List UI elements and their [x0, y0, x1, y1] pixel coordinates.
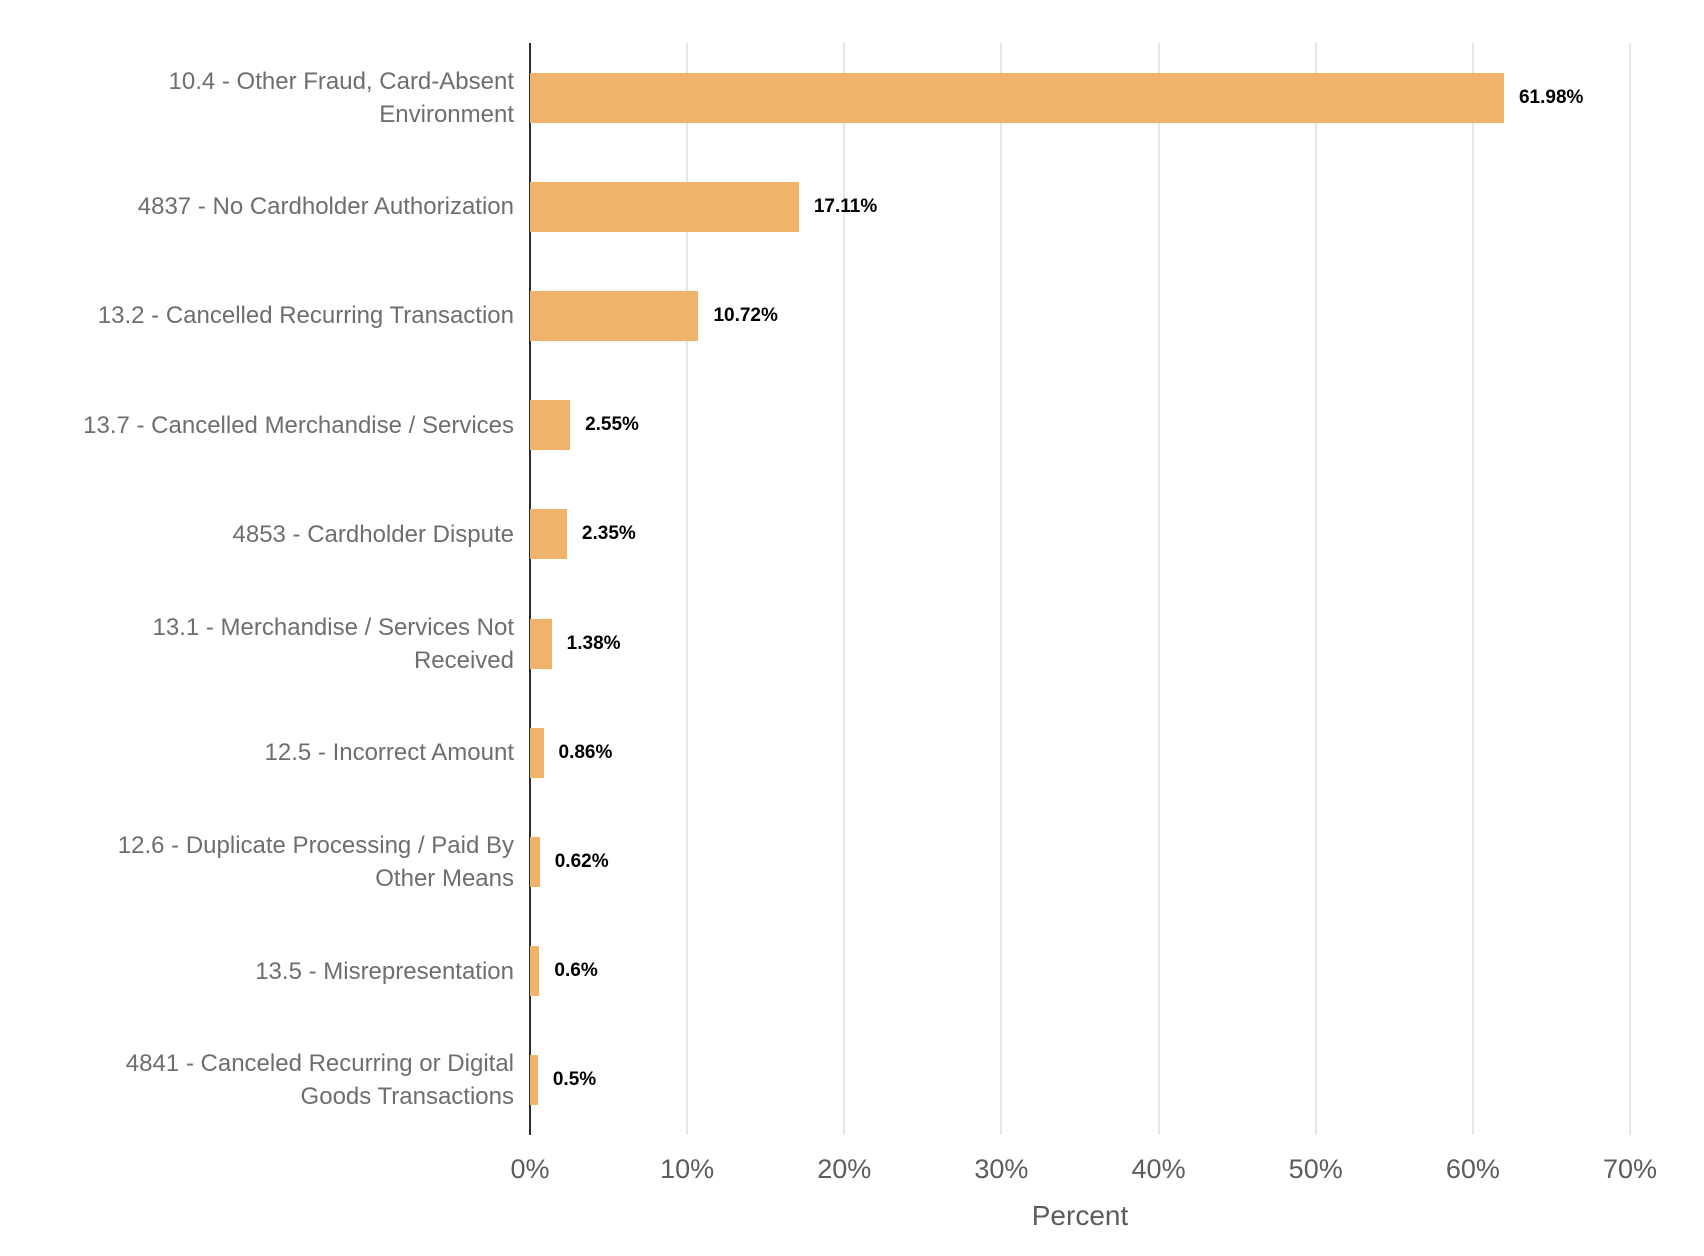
x-axis-tick-labels: 0% 10% 20% 30% 40% 50% 60% 70%: [510, 1152, 1657, 1188]
bar-value-label: 0.62%: [554, 851, 609, 872]
category-label: 12.5 - Incorrect Amount: [264, 739, 514, 767]
bar: [530, 72, 1504, 123]
x-tick-label: 30%: [974, 1154, 1029, 1184]
bar: [530, 727, 544, 778]
y-axis-labels: 10.4 - Other Fraud, Card-Absent Environm…: [0, 43, 514, 1135]
bar: [530, 400, 571, 451]
x-tick-label: 60%: [1445, 1154, 1500, 1184]
bar-value-label: 0.6%: [554, 960, 598, 982]
gridline: [1471, 43, 1474, 1135]
x-tick-label: 50%: [1288, 1154, 1343, 1184]
category-label: 4841 - Canceled Recurring or Digital Goo…: [125, 1050, 514, 1111]
category-label: 13.5 - Misrepresentation: [255, 957, 514, 985]
bar-value-label: 17.11%: [813, 195, 878, 217]
bar-value-label: 2.55%: [585, 414, 639, 436]
gridline: [1157, 43, 1160, 1135]
bar: [530, 618, 552, 669]
bar: [530, 1055, 538, 1106]
bar-value-label: 0.86%: [558, 741, 613, 763]
category-label: 4853 - Cardholder Dispute: [232, 520, 515, 548]
bar: [530, 181, 799, 232]
gridline: [1629, 43, 1631, 1135]
bar-value-label: 0.5%: [552, 1069, 597, 1091]
category-label: 10.4 - Other Fraud, Card-Absent Environm…: [168, 67, 515, 128]
bar-value-label: 61.98%: [1518, 86, 1584, 108]
category-label: 4837 - No Cardholder Authorization: [137, 193, 514, 221]
bar: [530, 837, 540, 887]
x-tick-label: 10%: [660, 1154, 715, 1184]
bar: [530, 291, 699, 341]
gridline: [686, 43, 689, 1135]
category-label: 12.6 - Duplicate Processing / Paid By Ot…: [117, 831, 514, 892]
x-axis-title: Percent: [1031, 1200, 1129, 1231]
category-label: 13.7 - Cancelled Merchandise / Services: [83, 411, 514, 439]
gridline: [1314, 43, 1317, 1135]
bar-value-label: 10.72%: [713, 305, 778, 326]
bar: [530, 946, 540, 997]
bar-value-label: 1.38%: [566, 632, 621, 654]
category-label: 13.2 - Cancelled Recurring Transaction: [97, 302, 514, 330]
x-tick-label: 0%: [510, 1154, 550, 1184]
gridline: [1000, 43, 1003, 1135]
x-tick-label: 40%: [1131, 1154, 1186, 1184]
y-axis-line: [529, 43, 531, 1135]
x-tick-label: 20%: [817, 1154, 872, 1184]
category-label: 13.1 - Merchandise / Services Not Receiv…: [152, 613, 515, 674]
bar-value-label: 2.35%: [581, 523, 636, 545]
x-tick-label: 70%: [1602, 1154, 1658, 1184]
plot-area: 61.98% 17.11% 10.72% 2.55% 2.35% 1.38% 0.86% 0.…: [529, 43, 1631, 1135]
gridline: [843, 43, 846, 1135]
bar: [530, 509, 567, 560]
